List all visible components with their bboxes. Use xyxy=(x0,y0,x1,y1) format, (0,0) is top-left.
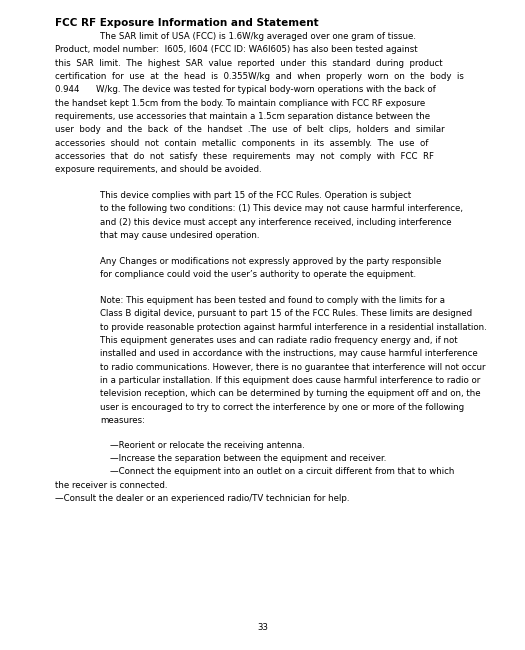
Text: certification  for  use  at  the  head  is  0.355W/kg  and  when  properly  worn: certification for use at the head is 0.3… xyxy=(55,72,464,81)
Text: This device complies with part 15 of the FCC Rules. Operation is subject: This device complies with part 15 of the… xyxy=(100,191,411,200)
Text: the handset kept 1.5cm from the body. To maintain compliance with FCC RF exposur: the handset kept 1.5cm from the body. To… xyxy=(55,99,425,107)
Text: accessories  should  not  contain  metallic  components  in  its  assembly.  The: accessories should not contain metallic … xyxy=(55,138,428,148)
Text: FCC RF Exposure Information and Statement: FCC RF Exposure Information and Statemen… xyxy=(55,18,319,28)
Text: —Consult the dealer or an experienced radio/TV technician for help.: —Consult the dealer or an experienced ra… xyxy=(55,494,350,503)
Text: user is encouraged to try to correct the interference by one or more of the foll: user is encouraged to try to correct the… xyxy=(100,403,464,411)
Text: 33: 33 xyxy=(257,623,268,632)
Text: user  body  and  the  back  of  the  handset  .The  use  of  belt  clips,  holde: user body and the back of the handset .T… xyxy=(55,125,445,134)
Text: to radio communications. However, there is no guarantee that interference will n: to radio communications. However, there … xyxy=(100,363,486,372)
Text: to provide reasonable protection against harmful interference in a residential i: to provide reasonable protection against… xyxy=(100,322,487,332)
Text: that may cause undesired operation.: that may cause undesired operation. xyxy=(100,231,259,240)
Text: —Reorient or relocate the receiving antenna.: —Reorient or relocate the receiving ante… xyxy=(110,441,304,450)
Text: the receiver is connected.: the receiver is connected. xyxy=(55,480,167,489)
Text: to the following two conditions: (1) This device may not cause harmful interfere: to the following two conditions: (1) Thi… xyxy=(100,204,463,213)
Text: This equipment generates uses and can radiate radio frequency energy and, if not: This equipment generates uses and can ra… xyxy=(100,336,458,345)
Text: television reception, which can be determined by turning the equipment off and o: television reception, which can be deter… xyxy=(100,389,480,398)
Text: —Increase the separation between the equipment and receiver.: —Increase the separation between the equ… xyxy=(110,454,386,463)
Text: —Connect the equipment into an outlet on a circuit different from that to which: —Connect the equipment into an outlet on… xyxy=(110,467,454,476)
Text: The SAR limit of USA (FCC) is 1.6W/kg averaged over one gram of tissue.: The SAR limit of USA (FCC) is 1.6W/kg av… xyxy=(100,32,416,41)
Text: measures:: measures: xyxy=(100,416,145,425)
Text: Product, model number:  I605, I604 (FCC ID: WA6I605) has also been tested agains: Product, model number: I605, I604 (FCC I… xyxy=(55,46,417,54)
Text: in a particular installation. If this equipment does cause harmful interference : in a particular installation. If this eq… xyxy=(100,376,480,385)
Text: accessories  that  do  not  satisfy  these  requirements  may  not  comply  with: accessories that do not satisfy these re… xyxy=(55,152,434,161)
Text: installed and used in accordance with the instructions, may cause harmful interf: installed and used in accordance with th… xyxy=(100,350,478,358)
Text: and (2) this device must accept any interference received, including interferenc: and (2) this device must accept any inte… xyxy=(100,218,451,227)
Text: exposure requirements, and should be avoided.: exposure requirements, and should be avo… xyxy=(55,165,261,174)
Text: 0.944      W/kg. The device was tested for typical body-worn operations with the: 0.944 W/kg. The device was tested for ty… xyxy=(55,85,436,94)
Text: this  SAR  limit.  The  highest  SAR  value  reported  under  this  standard  du: this SAR limit. The highest SAR value re… xyxy=(55,58,443,68)
Text: for compliance could void the user’s authority to operate the equipment.: for compliance could void the user’s aut… xyxy=(100,270,416,280)
Text: requirements, use accessories that maintain a 1.5cm separation distance between : requirements, use accessories that maint… xyxy=(55,112,430,121)
Text: Class B digital device, pursuant to part 15 of the FCC Rules. These limits are d: Class B digital device, pursuant to part… xyxy=(100,309,472,318)
Text: Note: This equipment has been tested and found to comply with the limits for a: Note: This equipment has been tested and… xyxy=(100,296,445,305)
Text: Any Changes or modifications not expressly approved by the party responsible: Any Changes or modifications not express… xyxy=(100,257,442,266)
